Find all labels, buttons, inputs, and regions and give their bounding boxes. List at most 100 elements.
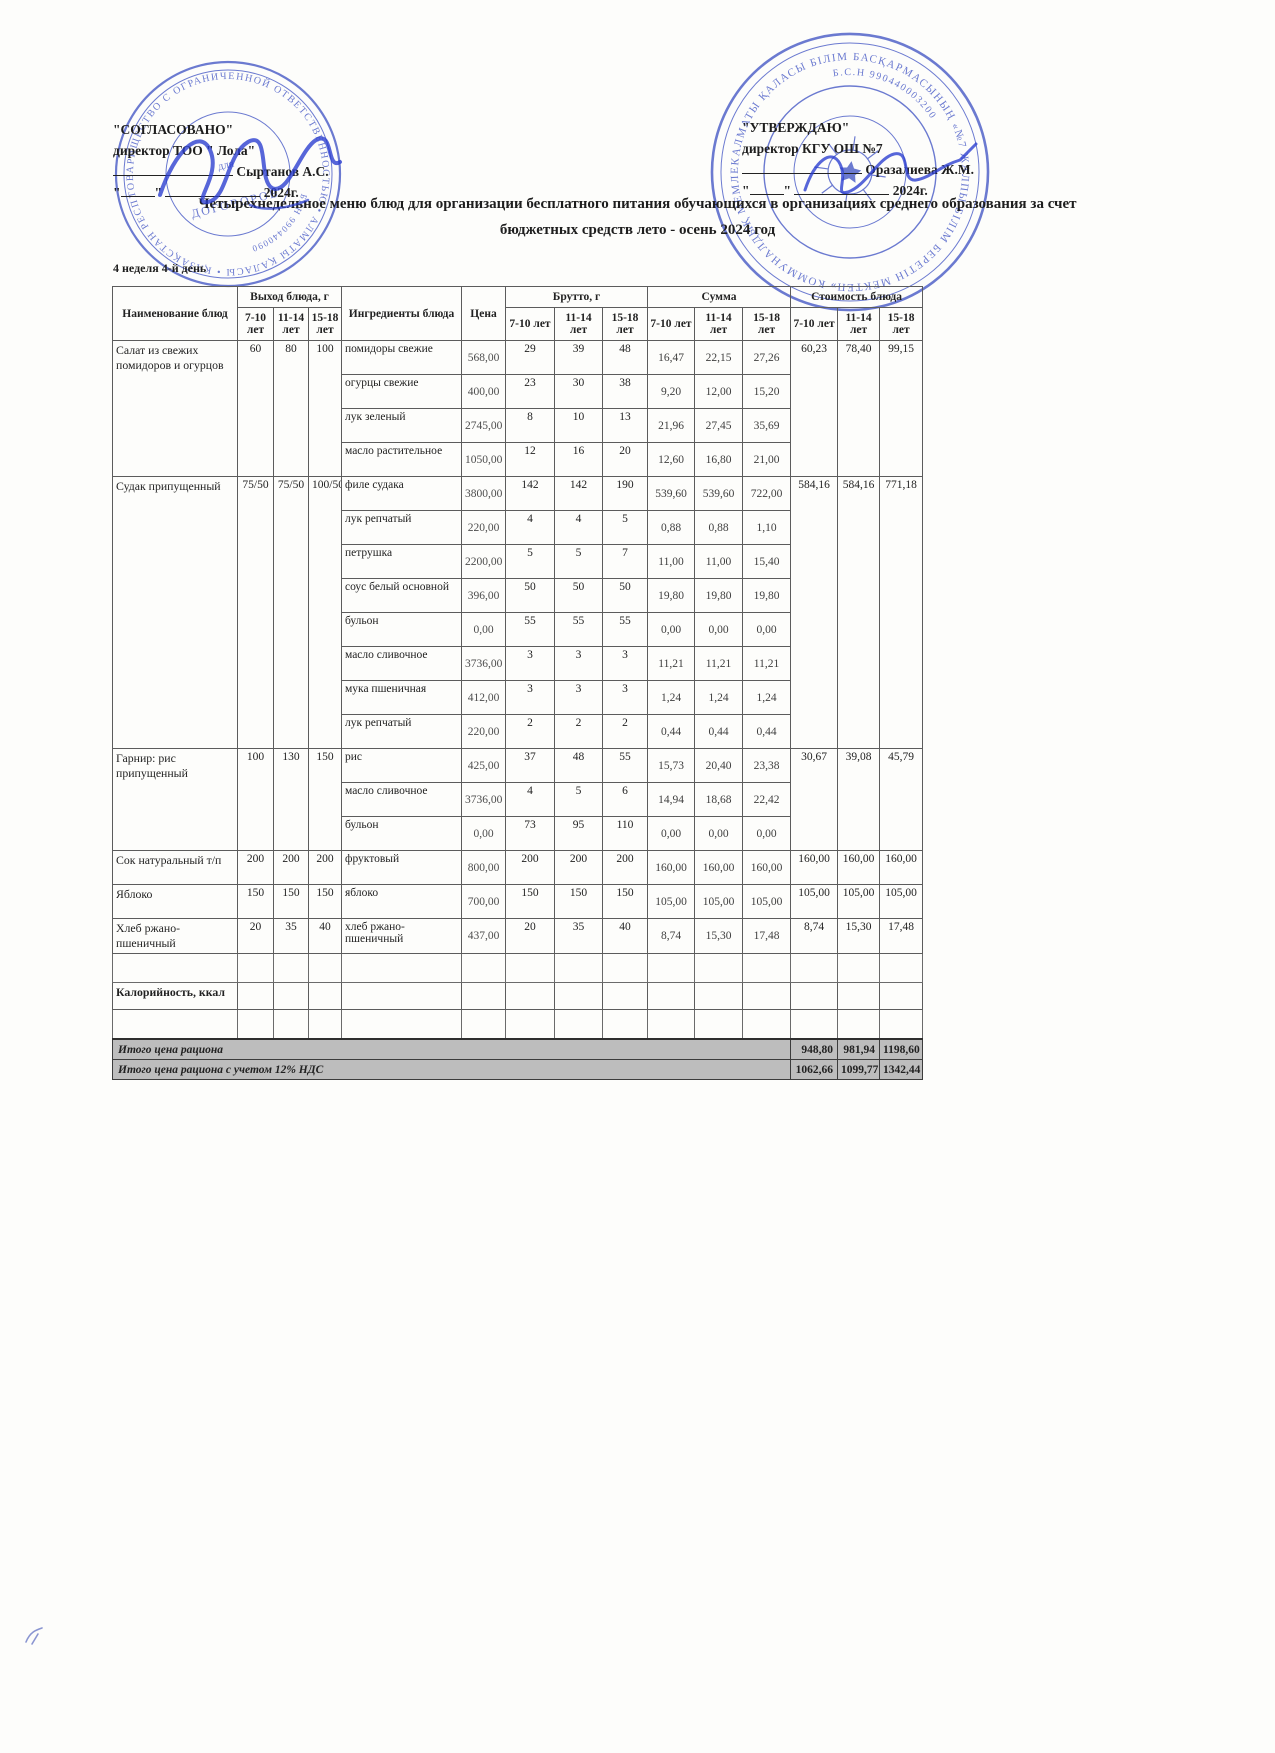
empty-cell (505, 982, 555, 1010)
total-value-cell: 1099,77 (837, 1059, 881, 1080)
empty-cell (273, 982, 309, 1010)
out-value-cell: 100/50 (308, 476, 342, 749)
brutto-value-cell: 5 (505, 544, 555, 579)
price-value-cell: 0,00 (461, 612, 506, 647)
brutto-value-cell: 39 (554, 340, 603, 375)
out-value-cell: 20 (237, 918, 274, 954)
ingredient-name-cell: лук зеленый (341, 408, 462, 443)
approved-date-suffix: 2024г. (892, 182, 928, 198)
brutto-value-cell: 190 (601, 476, 649, 511)
out-value-cell: 200 (308, 850, 342, 885)
col-header-ingredients: Ингредиенты блюда (341, 286, 462, 341)
brutto-value-cell: 2 (554, 714, 603, 749)
empty-cell (601, 953, 649, 983)
out-value-cell: 40 (308, 918, 342, 954)
out-value-cell: 150 (308, 884, 342, 919)
table-row: Сок натуральный т/п 200 200 200 фруктовый 800… (112, 850, 924, 885)
price-value-cell: 220,00 (461, 510, 506, 545)
signature-right (803, 142, 978, 195)
sum-value-cell: 19,80 (647, 578, 696, 613)
col-group-cost: Стоимость блюда (790, 286, 924, 308)
sum-value-cell: 722,00 (742, 476, 792, 511)
empty-cell (790, 982, 839, 1010)
sum-value-cell: 23,38 (742, 748, 792, 783)
sum-value-cell: 9,20 (647, 374, 696, 409)
sum-value-cell: 11,00 (694, 544, 744, 579)
ingredient-name-cell: мука пшеничная (341, 680, 462, 715)
table-row: бульон 0,00 73 95 110 0,00 0,00 0,00 (113, 816, 923, 851)
col-header-price: Цена (461, 286, 506, 341)
total-label-cell: Итого цена рациона (111, 1038, 792, 1060)
brutto-value-cell: 16 (554, 442, 603, 477)
sum-value-cell: 0,00 (694, 816, 744, 851)
brutto-value-cell: 8 (505, 408, 555, 443)
empty-cell (273, 953, 309, 983)
sum-value-cell: 0,00 (742, 816, 792, 851)
brutto-value-cell: 150 (554, 884, 603, 919)
ingredient-name-cell: огурцы свежие (341, 374, 462, 409)
sum-value-cell: 12,00 (694, 374, 744, 409)
brutto-value-cell: 150 (505, 884, 555, 919)
brutto-value-cell: 200 (505, 850, 555, 885)
sum-value-cell: 160,00 (742, 850, 792, 885)
ingredient-name-cell: яблоко (341, 884, 462, 919)
header-row-groups: Наименование блюд Выход блюда, г Ингреди… (112, 286, 924, 341)
empty-cell (308, 982, 342, 1010)
empty-cell (554, 1009, 603, 1040)
brutto-value-cell: 3 (601, 646, 649, 681)
empty-cell (308, 953, 342, 983)
age-col-header: 11-14 лет (554, 307, 603, 341)
sum-value-cell: 15,40 (742, 544, 792, 579)
sum-value-cell: 0,44 (647, 714, 696, 749)
agreed-title: "СОГЛАСОВАНО" (113, 122, 234, 137)
signature-line (113, 163, 233, 176)
col-header-dish: Наименование блюд (112, 286, 238, 341)
empty-cell (237, 982, 274, 1010)
sum-value-cell: 0,00 (694, 612, 744, 647)
cost-value-cell: 60,23 (790, 340, 839, 477)
brutto-value-cell: 2 (601, 714, 649, 749)
out-value-cell: 100 (237, 748, 274, 851)
sum-value-cell: 8,74 (647, 918, 696, 954)
table-row: огурцы свежие 400,00 23 30 38 9,20 12,00 15,20 (113, 374, 923, 409)
sum-value-cell: 12,60 (647, 442, 696, 477)
sum-value-cell: 16,47 (647, 340, 696, 375)
brutto-value-cell: 142 (505, 476, 555, 511)
empty-cell (647, 982, 696, 1010)
menu-table-wrap: Наименование блюд Выход блюда, г Ингреди… (111, 286, 924, 1080)
spacer-row (112, 953, 924, 983)
sum-value-cell: 1,24 (694, 680, 744, 715)
ingredient-name-cell: бульон (341, 816, 462, 851)
table-row: Салат из свежих помидоров и огурцов 60 80 1… (112, 340, 924, 477)
dish-name-cell: Хлеб ржано-пшеничный (112, 918, 238, 954)
total-value-cell: 981,94 (837, 1038, 881, 1060)
sum-value-cell: 11,21 (742, 646, 792, 681)
table-row: лук репчатый 220,00 2 2 2 0,44 0,44 0,44 (113, 714, 923, 749)
ingredient-name-cell: петрушка (341, 544, 462, 579)
brutto-value-cell: 7 (601, 544, 649, 579)
brutto-value-cell: 35 (554, 918, 603, 954)
price-value-cell: 437,00 (461, 918, 506, 954)
total-value-cell: 1198,60 (879, 1038, 924, 1060)
age-col-header: 7-10 лет (790, 307, 839, 341)
empty-cell (742, 953, 792, 983)
sum-value-cell: 21,00 (742, 442, 792, 477)
empty-cell (505, 1009, 555, 1040)
sum-value-cell: 539,60 (694, 476, 744, 511)
ingredient-name-cell: фруктовый (341, 850, 462, 885)
empty-cell (505, 953, 555, 983)
sum-value-cell: 1,10 (742, 510, 792, 545)
age-col-header: 7-10 лет (647, 307, 696, 341)
ingredient-name-cell: масло сливочное (341, 782, 462, 817)
cost-value-cell: 30,67 (790, 748, 839, 851)
brutto-value-cell: 3 (554, 680, 603, 715)
sum-value-cell: 11,21 (694, 646, 744, 681)
empty-cell (647, 1009, 696, 1040)
brutto-value-cell: 55 (601, 612, 649, 647)
out-value-cell: 200 (273, 850, 309, 885)
ingredient-name-cell: хлеб ржано-пшеничный (341, 918, 462, 954)
brutto-value-cell: 3 (554, 646, 603, 681)
spacer-row (112, 1009, 924, 1040)
approved-title: "УТВЕРЖДАЮ" (742, 120, 850, 135)
empty-cell (694, 1009, 744, 1040)
